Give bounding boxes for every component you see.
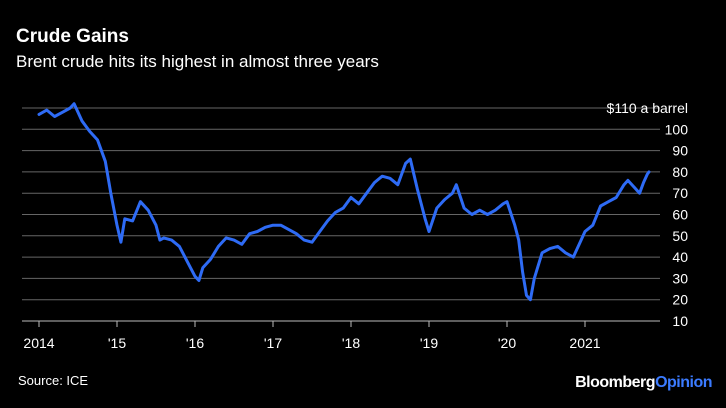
gridlines <box>22 107 660 322</box>
x-tick-label: '19 <box>420 335 438 351</box>
brand-main: Bloomberg <box>575 374 656 391</box>
x-tick-label: '18 <box>342 335 360 351</box>
chart-subtitle: Brent crude hits its highest in almost t… <box>16 52 379 71</box>
y-tick-label: 40 <box>672 249 688 265</box>
brand-logo: BloombergOpinion <box>575 374 712 392</box>
y-tick-label: 80 <box>672 164 688 180</box>
x-axis <box>38 321 586 327</box>
x-tick-label: '20 <box>498 335 516 351</box>
source-note: Source: ICE <box>18 373 89 388</box>
x-tick-label: '16 <box>186 335 204 351</box>
y-axis-ticks: 10 20 30 40 50 60 70 80 90 100 $110 a barrel <box>607 100 689 329</box>
y-tick-label: 70 <box>672 185 688 201</box>
y-tick-label: 50 <box>672 228 688 244</box>
series-group <box>37 102 651 302</box>
x-axis-ticks: 2014 '15 '16 '17 '18 '19 '20 2021 <box>23 335 600 351</box>
y-tick-label: 20 <box>672 292 688 308</box>
brand-accent: Opinion <box>655 374 712 391</box>
brent-price-line <box>37 102 651 302</box>
x-tick-label: 2021 <box>569 335 600 351</box>
y-tick-label: 90 <box>672 143 688 159</box>
y-tick-label: 60 <box>672 207 688 223</box>
y-tick-label: $110 a barrel <box>607 100 688 116</box>
y-tick-label: 100 <box>665 121 689 137</box>
x-tick-label: 2014 <box>23 335 54 351</box>
x-tick-label: '15 <box>108 335 126 351</box>
y-tick-label: 30 <box>672 270 688 286</box>
y-tick-label: 10 <box>672 313 688 329</box>
x-tick-label: '17 <box>264 335 282 351</box>
chart-title: Crude Gains <box>16 26 129 47</box>
